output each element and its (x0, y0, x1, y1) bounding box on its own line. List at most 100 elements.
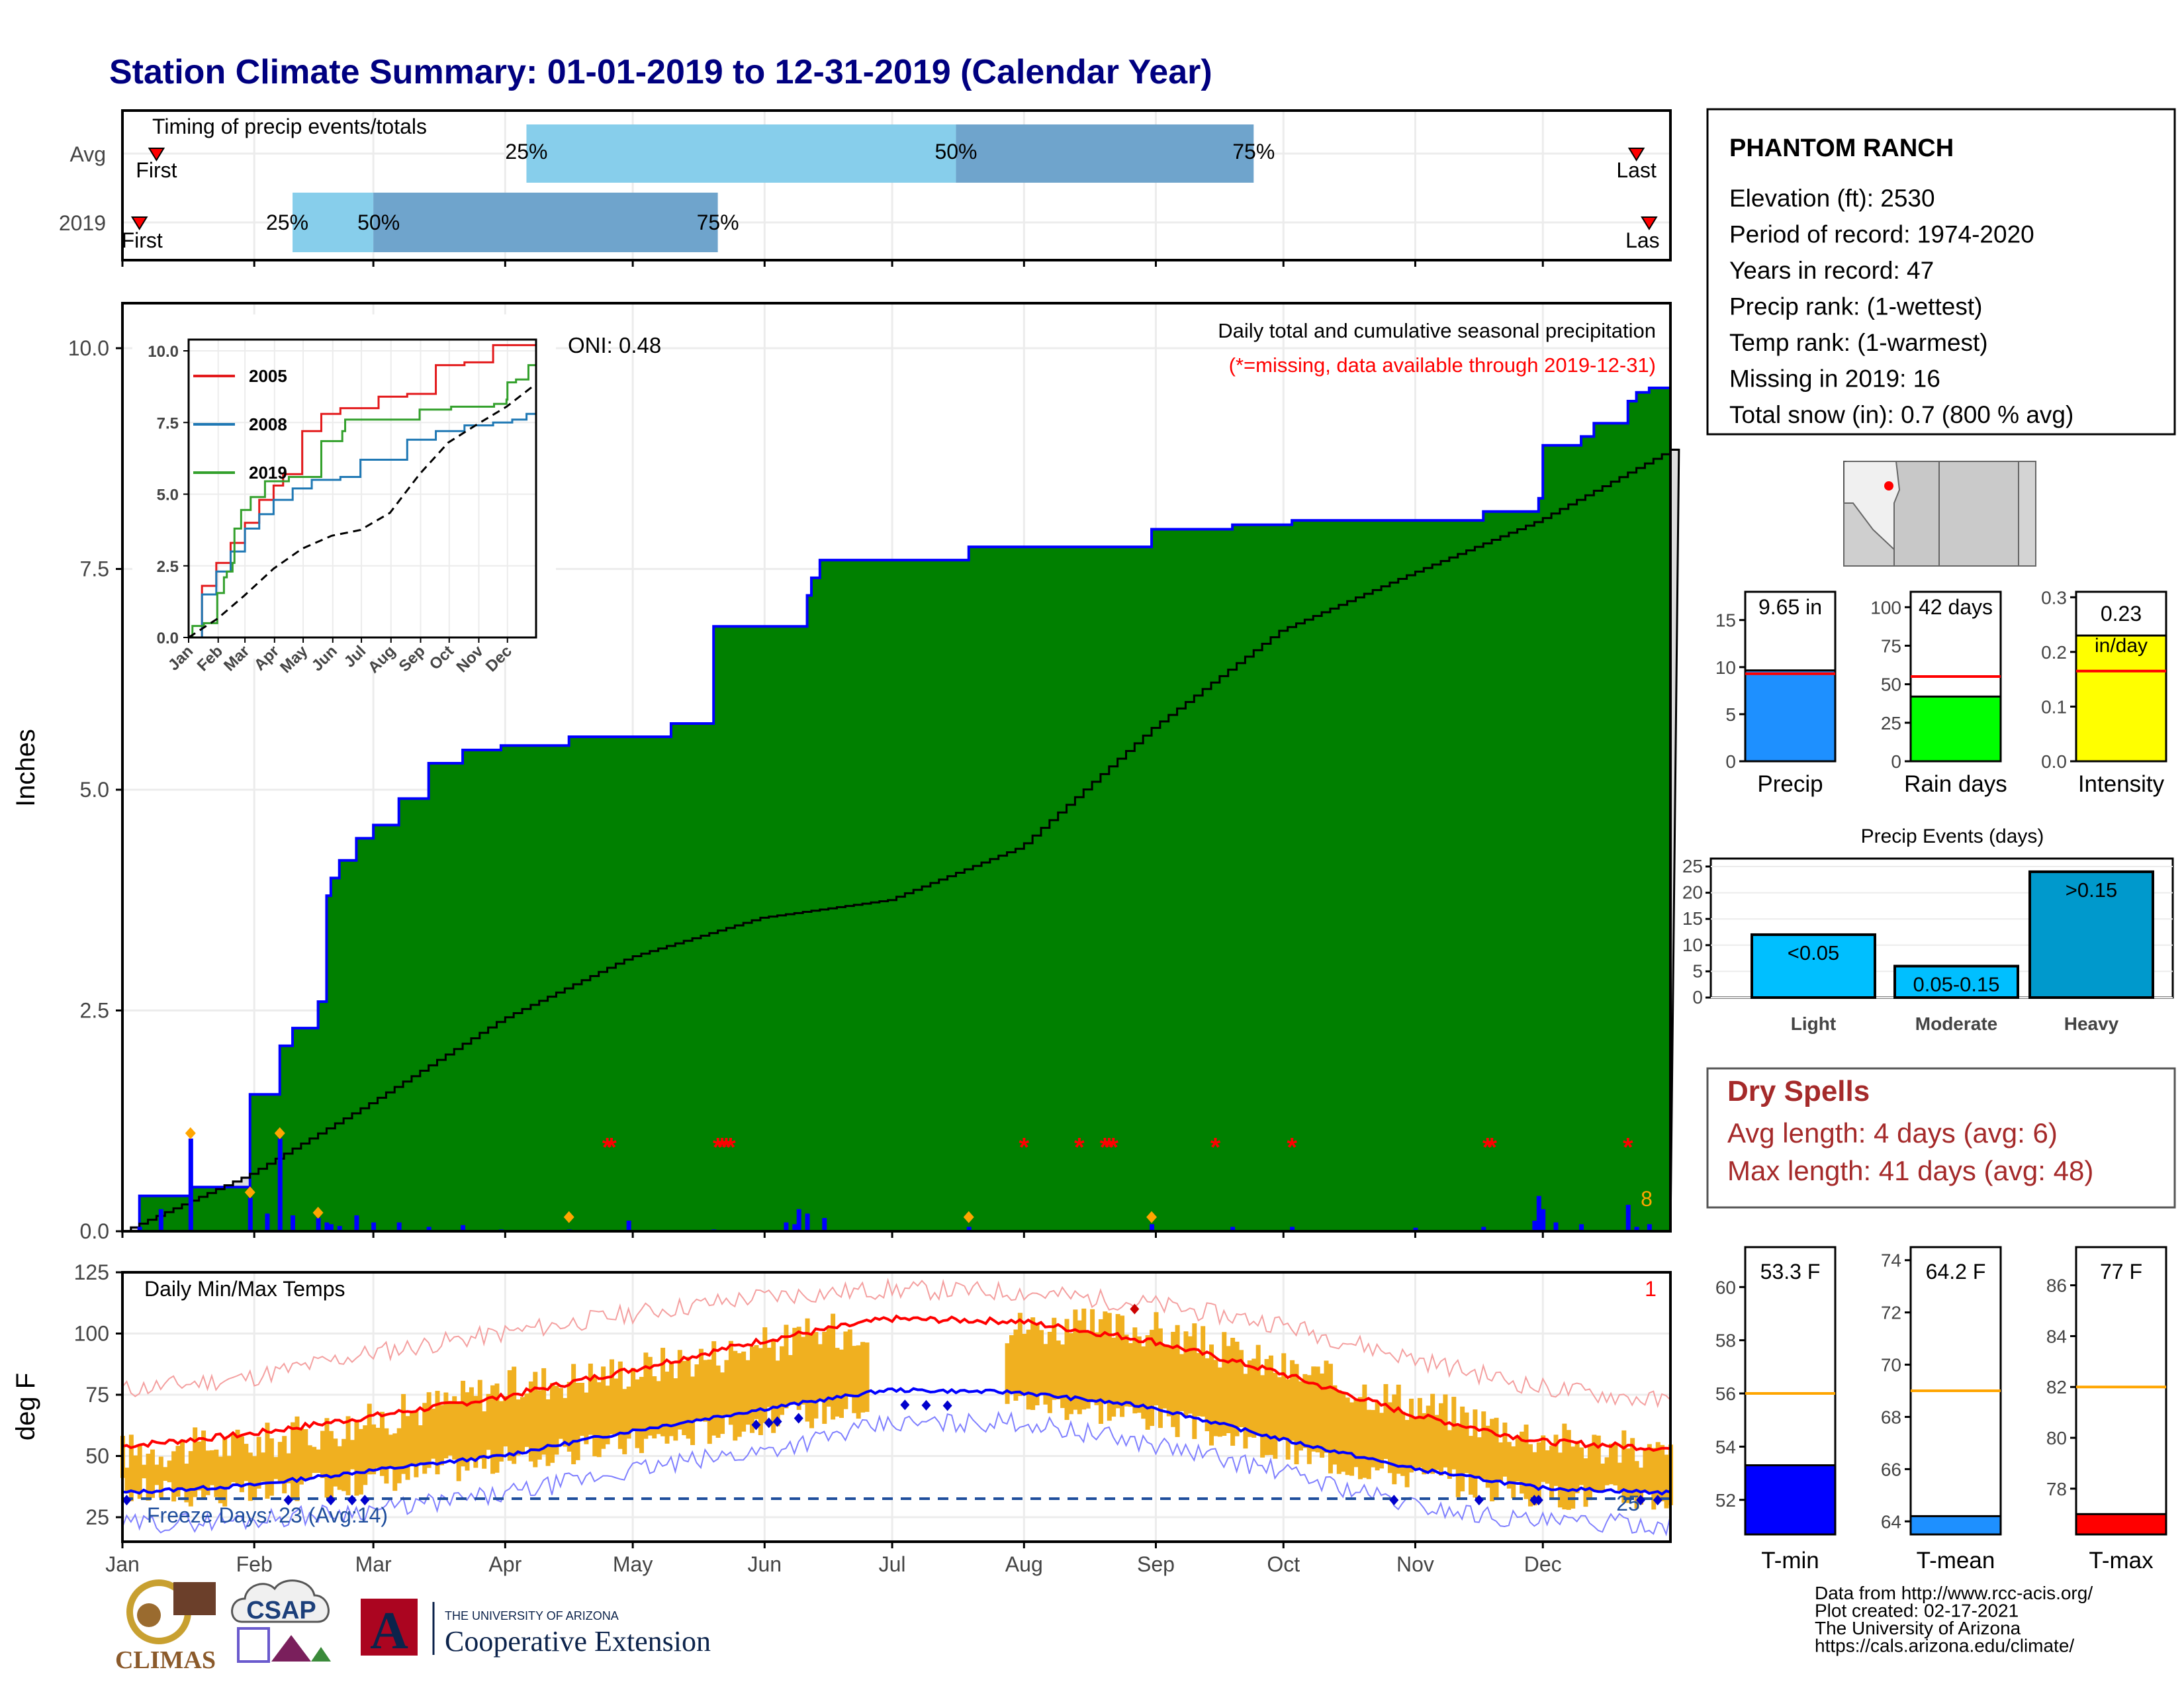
daily-temp-bar (1038, 1330, 1044, 1393)
daily-temp-bar (707, 1359, 712, 1444)
daily-temp-bar (1409, 1398, 1414, 1473)
mini-bar-tick-label: 5 (1725, 704, 1736, 725)
daily-precip-bar (1413, 1227, 1418, 1231)
daily-temp-bar (158, 1456, 163, 1498)
daily-temp-bar (626, 1386, 631, 1439)
daily-temp-bar (533, 1372, 538, 1468)
daily-temp-bar (792, 1327, 797, 1404)
temp-bar-tick-label: 80 (2046, 1428, 2067, 1448)
timing-frame (121, 109, 1672, 261)
mini-bar-value (2075, 634, 2167, 763)
temp-bar-tick-label: 70 (1881, 1355, 1901, 1376)
missing-marker: * (1482, 1133, 1493, 1162)
freeze-day-marker (772, 1416, 782, 1427)
freeze-day-marker (122, 1495, 132, 1506)
daily-temp-bar (1587, 1445, 1592, 1501)
temp-bar-axis-label: T-max (2089, 1548, 2154, 1573)
daily-temp-bar (286, 1453, 291, 1483)
daily-temp-bar (1230, 1337, 1236, 1446)
temp-bar-tick-label: 60 (1715, 1277, 1736, 1297)
daily-temp-bar (291, 1422, 296, 1499)
daily-temp-bar (1068, 1333, 1073, 1415)
events-tick-label: 0 (1692, 987, 1703, 1008)
daily-temp-bar (349, 1440, 355, 1470)
events-category-label: Light (1791, 1013, 1836, 1034)
daily-temp-bar (1213, 1360, 1218, 1436)
daily-temp-bar (248, 1452, 253, 1501)
timing-pct-label: 75% (697, 211, 739, 234)
daily-temp-bar (375, 1427, 381, 1468)
daily-temp-bar (1520, 1431, 1525, 1494)
daily-temp-bar (715, 1365, 721, 1438)
daily-temp-bar (307, 1445, 312, 1480)
daily-temp-bar (1434, 1415, 1439, 1470)
daily-temp-bar (401, 1393, 406, 1474)
missing-marker: * (1486, 1133, 1497, 1162)
daily-temp-bar (677, 1350, 682, 1430)
daily-temp-bar (1205, 1358, 1210, 1432)
normal-min-line (122, 1387, 1671, 1496)
daily-temp-bar (1234, 1341, 1240, 1436)
mini-bar-axis-label: Rain days (1904, 771, 2007, 797)
daily-temp-bar (1111, 1337, 1116, 1417)
daily-precip-bar (805, 1213, 810, 1231)
daily-temp-bar (452, 1396, 457, 1460)
daily-temp-bar (179, 1439, 185, 1490)
daily-temp-bar (682, 1360, 687, 1436)
events-category-label: Moderate (1915, 1013, 1997, 1034)
locator-map (1843, 461, 2036, 567)
daily-temp-bar (668, 1362, 674, 1436)
month-label: Feb (236, 1552, 273, 1576)
record-min-line (122, 1411, 1671, 1536)
svg-text:A: A (370, 1602, 408, 1660)
daily-temp-bar (388, 1434, 393, 1468)
daily-precip-bar (792, 1224, 797, 1231)
daily-temp-bar (1217, 1367, 1222, 1437)
daily-temp-bar (1506, 1442, 1512, 1489)
daily-temp-bar (694, 1364, 700, 1422)
footer-credit-line: Plot created: 02-17-2021 (1815, 1601, 2019, 1621)
daily-temp-bar (1209, 1344, 1214, 1446)
daily-precip-bar (1634, 1227, 1639, 1231)
daily-temp-bar (554, 1385, 559, 1455)
daily-temp-bar (647, 1356, 653, 1436)
daily-temp-bar (1443, 1394, 1448, 1468)
month-label: Apr (488, 1552, 522, 1576)
daily-temp-bar (1085, 1331, 1091, 1409)
daily-temp-bar (494, 1383, 500, 1473)
month-label: Jun (748, 1552, 782, 1576)
daily-temp-bar (780, 1346, 785, 1415)
daily-temp-bar (1375, 1401, 1380, 1471)
daily-temp-bar (1294, 1364, 1299, 1465)
daily-precip-bar (1290, 1227, 1295, 1231)
daily-temp-bar (396, 1428, 402, 1483)
daily-temp-bar (1094, 1332, 1099, 1405)
daily-temp-bar (414, 1410, 419, 1477)
daily-temp-bar (1447, 1430, 1452, 1479)
daily-precip-bars (122, 448, 1679, 1233)
daily-temp-bar (218, 1456, 223, 1503)
daily-temp-bar (1154, 1312, 1159, 1406)
events-title: Precip Events (days) (1861, 825, 2044, 847)
daily-temp-bar (1022, 1333, 1027, 1395)
daily-temp-bar (1247, 1360, 1252, 1437)
timing-title: Timing of precip events/totals (152, 115, 427, 138)
timing-marker (1627, 148, 1645, 162)
month-label: Jul (879, 1552, 906, 1576)
daily-temp-bar (1655, 1442, 1661, 1499)
events-tick-label: 5 (1692, 961, 1703, 981)
daily-temp-bar (205, 1450, 210, 1495)
daily-temp-bar (269, 1438, 274, 1496)
daily-precip-bar (796, 1209, 801, 1231)
ua-big-text: Cooperative Extension (445, 1625, 711, 1658)
daily-temp-bar (1255, 1344, 1261, 1436)
daily-temp-bar (703, 1360, 708, 1422)
daily-temp-bar (673, 1378, 678, 1441)
station-info-line: Missing in 2019: 16 (1729, 365, 1940, 393)
daily-temp-bar (1192, 1323, 1197, 1439)
daily-temp-bar (805, 1318, 810, 1422)
daily-precip-bar (1230, 1227, 1236, 1231)
daily-temp-bar (214, 1449, 219, 1497)
temp-y-tick-label: 25 (85, 1505, 109, 1529)
daily-temp-bar (1609, 1443, 1614, 1485)
